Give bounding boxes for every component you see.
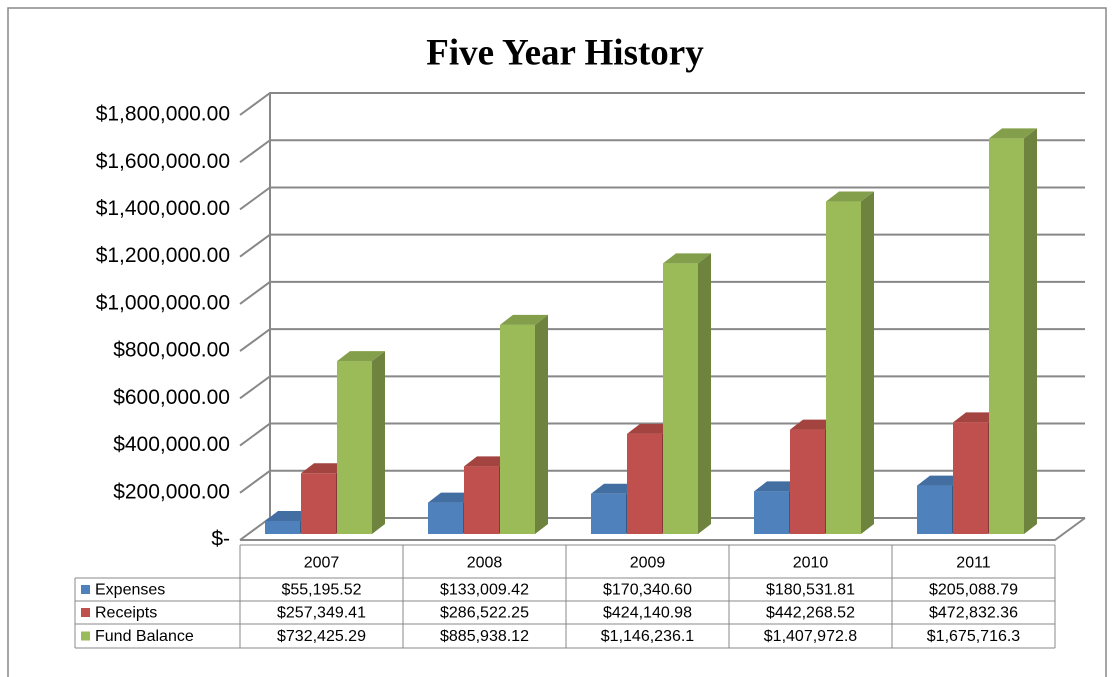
data-label: $257,349.41 [277, 605, 366, 622]
grid-line [239, 233, 1085, 258]
x-tick-label: 2010 [793, 555, 829, 572]
y-tick-label: $1,400,000.00 [96, 197, 230, 220]
bar-top [337, 351, 385, 362]
y-tick-label: $1,200,000.00 [96, 244, 230, 267]
bar-front [826, 201, 861, 534]
bar [989, 128, 1037, 534]
bar-front [917, 485, 952, 534]
y-tick-label: $1,000,000.00 [96, 291, 230, 314]
x-tick-label: 2011 [956, 555, 991, 572]
y-tick-label: $1,600,000.00 [96, 150, 230, 173]
legend-label: Receipts [95, 605, 157, 622]
bar-top [663, 253, 711, 264]
data-label: $170,340.60 [603, 582, 692, 599]
legend-swatch [81, 585, 90, 594]
grid-line [239, 186, 1085, 211]
bar-front [663, 263, 698, 534]
bar-front [337, 361, 372, 534]
bar-front [989, 138, 1024, 534]
bar-front [790, 429, 825, 534]
grid-line [239, 92, 1085, 116]
data-label: $442,268.52 [766, 605, 855, 622]
y-tick-label: $- [211, 528, 230, 551]
grid-line [239, 328, 1085, 352]
x-tick-label: 2008 [467, 555, 503, 572]
y-tick-label: $400,000.00 [113, 433, 230, 456]
data-label: $1,407,972.8 [764, 628, 858, 645]
bar-front [428, 502, 463, 534]
data-label: $472,832.36 [929, 605, 1018, 622]
data-label: $732,425.29 [277, 628, 366, 645]
bar-side [535, 314, 548, 534]
bar-side [861, 191, 874, 534]
bar-top [500, 314, 548, 325]
bar-side [372, 351, 385, 534]
data-label: $1,146,236.1 [601, 628, 695, 645]
bar-side [1024, 128, 1037, 534]
grid-line [239, 139, 1085, 164]
y-tick-label: $1,800,000.00 [96, 103, 230, 126]
chart-border [7, 7, 1107, 677]
data-label: $286,522.25 [440, 605, 529, 622]
bar-front [464, 466, 499, 534]
legend-swatch [81, 631, 90, 641]
legend-swatch [81, 608, 90, 617]
y-tick-label: $800,000.00 [113, 339, 230, 362]
bar-front [265, 520, 300, 534]
bar-front [953, 422, 988, 534]
data-label: $55,195.52 [281, 582, 361, 599]
bar-top [989, 128, 1037, 139]
y-tick-label: $200,000.00 [113, 480, 230, 503]
bar-front [754, 491, 789, 534]
bar-front [591, 493, 626, 534]
legend-label: Expenses [95, 582, 165, 599]
bar-side [698, 253, 711, 535]
legend-label: Fund Balance [95, 628, 194, 645]
x-tick-label: 2007 [304, 555, 340, 572]
grid-line [239, 280, 1085, 305]
data-label: $205,088.79 [929, 582, 1018, 599]
data-label: $133,009.42 [440, 582, 529, 599]
bar-top [826, 191, 874, 202]
bar [500, 314, 548, 534]
floor [240, 517, 1086, 541]
bar-front [500, 324, 535, 534]
x-tick-label: 2009 [630, 555, 666, 572]
bar [826, 191, 874, 534]
data-label: $180,531.81 [766, 582, 855, 599]
bar-front [627, 433, 662, 534]
y-tick-label: $600,000.00 [113, 386, 230, 409]
bar [337, 351, 385, 534]
data-label: $424,140.98 [603, 605, 692, 622]
data-label: $1,675,716.3 [927, 628, 1021, 645]
chart-title: Five Year History [426, 32, 704, 73]
data-label: $885,938.12 [440, 628, 529, 645]
bar [663, 253, 711, 535]
bar-front [301, 473, 336, 534]
